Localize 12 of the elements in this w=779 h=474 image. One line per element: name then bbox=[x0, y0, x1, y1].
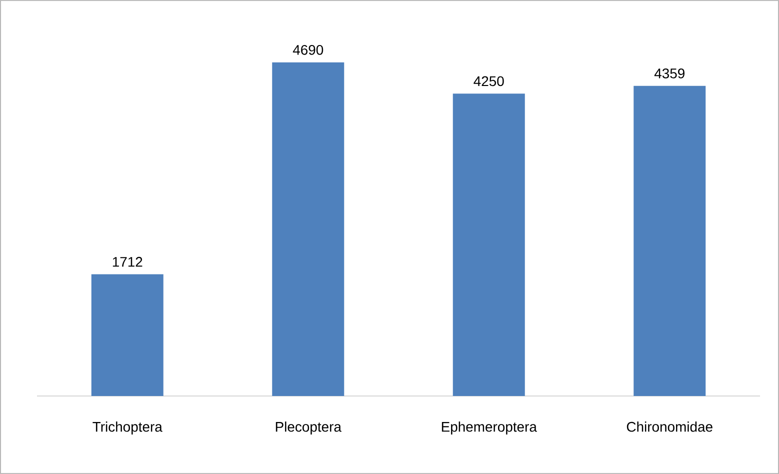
data-label: 4359 bbox=[654, 68, 684, 78]
bar bbox=[634, 86, 706, 396]
x-tick-label: Trichoptera bbox=[92, 422, 162, 435]
bar bbox=[272, 62, 344, 396]
bar bbox=[91, 274, 164, 396]
data-label: 4690 bbox=[292, 44, 324, 55]
x-tick-label: Chironomidae bbox=[626, 422, 712, 432]
x-tick-label: Ephemeroptera bbox=[442, 422, 537, 435]
x-tick-label: Plecoptera bbox=[276, 422, 342, 435]
data-label: 1712 bbox=[112, 256, 142, 267]
bar bbox=[452, 94, 525, 396]
data-label: 4250 bbox=[474, 76, 504, 86]
